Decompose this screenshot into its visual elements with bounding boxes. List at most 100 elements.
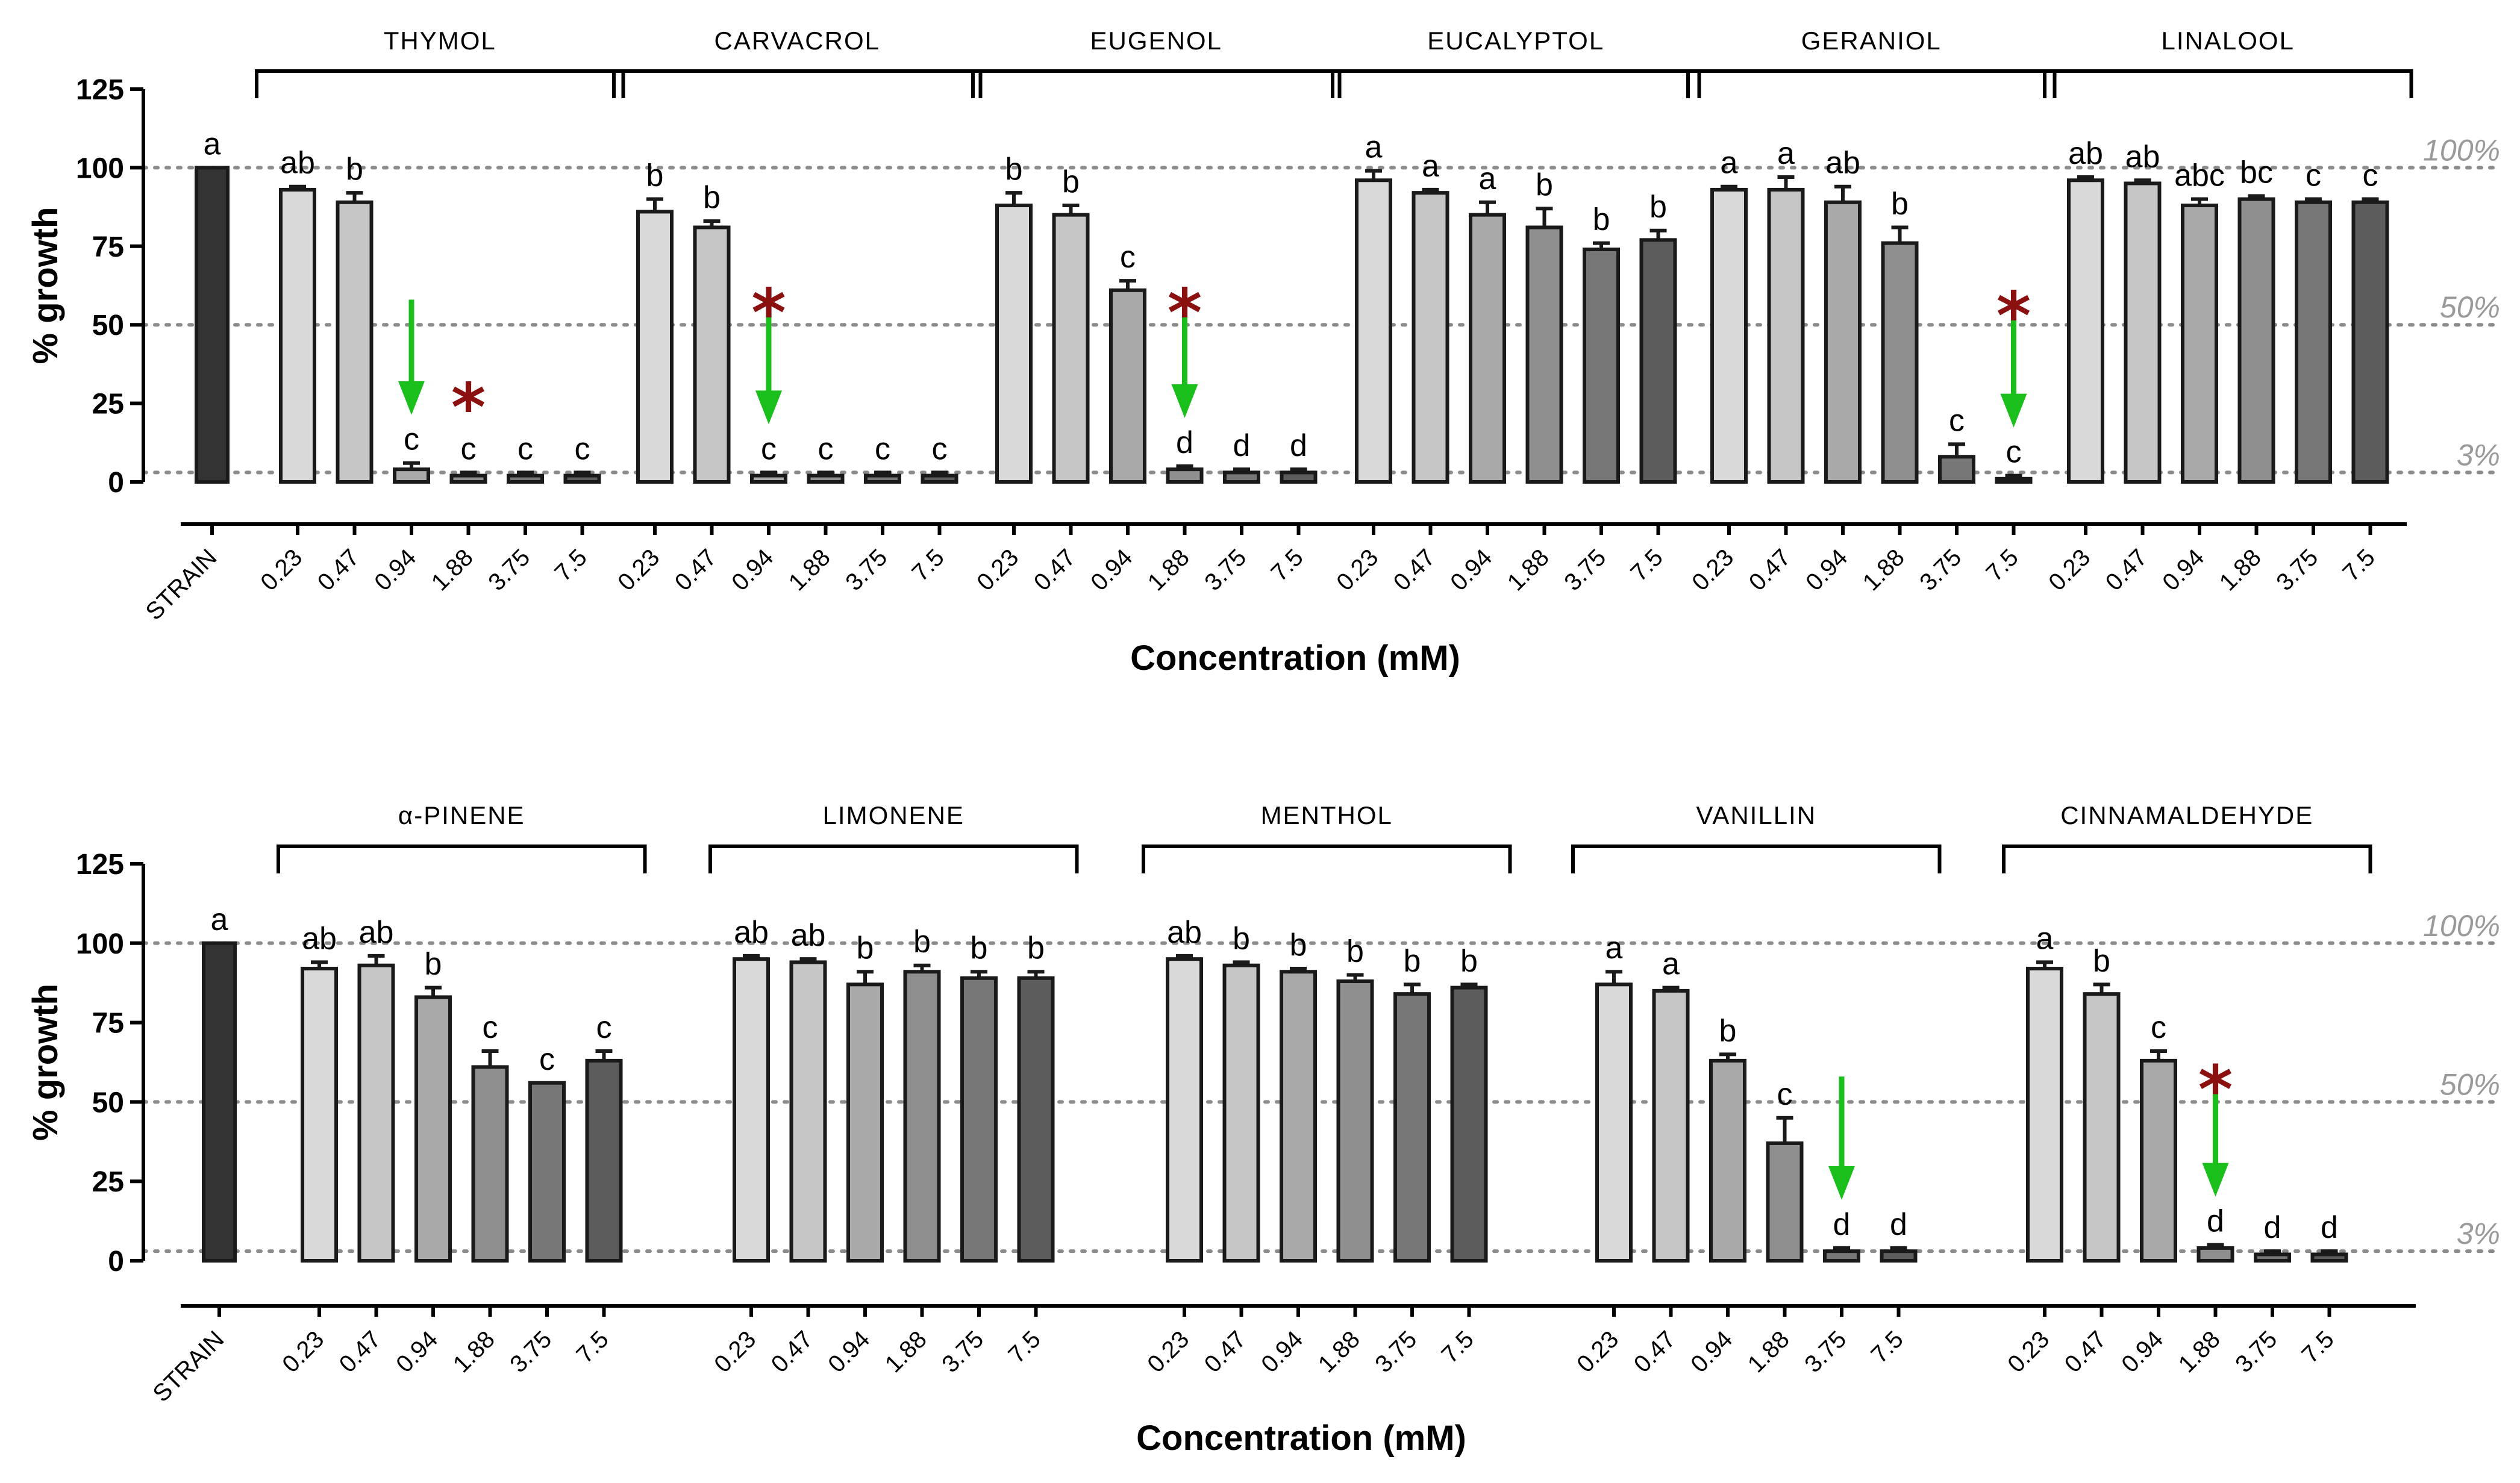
x-tick-label: 0.47: [1199, 1326, 1251, 1378]
x-tick-label: 3.75: [937, 1326, 989, 1378]
significance-letter: b: [1346, 934, 1364, 969]
threshold-arrow-head: [1171, 384, 1198, 418]
bar: [471, 1065, 509, 1263]
x-tick-label: 7.5: [907, 544, 949, 586]
x-tick-label: 1.88: [784, 544, 836, 596]
group-label: EUCALYPTOL: [1427, 27, 1604, 55]
group-label: CARVACROL: [714, 27, 880, 55]
bar: [585, 1058, 623, 1263]
bar: [733, 957, 770, 1263]
x-tick-label: 7.5: [1981, 544, 2023, 586]
significance-letter: c: [461, 431, 477, 466]
threshold-arrow-head: [1828, 1166, 1855, 1200]
x-tick-label: 1.88: [2215, 544, 2266, 596]
significance-letter: ab: [280, 146, 315, 181]
group-bracket: [708, 845, 1079, 873]
x-tick-label: 0.23: [613, 544, 664, 596]
significance-letter: abc: [2174, 158, 2225, 193]
x-tick-label: 0.47: [2060, 1326, 2112, 1378]
bar: [2295, 200, 2332, 484]
x-tick-label: 0.94: [1686, 1326, 1737, 1378]
significance-letter: c: [2363, 158, 2378, 193]
x-tick-label: 0.47: [1029, 544, 1081, 596]
y-tick-label: 100: [76, 152, 124, 184]
significance-asterisk: *: [1996, 278, 2031, 355]
x-tick-label: 7.5: [1266, 544, 1308, 586]
significance-letter: d: [2321, 1210, 2338, 1245]
significance-asterisk: *: [1168, 274, 1202, 351]
x-tick-label: 0.23: [1572, 1326, 1624, 1378]
x-tick-label: 0.23: [255, 544, 307, 596]
group-bracket: [1142, 845, 1512, 873]
significance-letter: b: [646, 158, 664, 193]
x-tick-label: STRAIN: [148, 1326, 230, 1407]
significance-letter: d: [2264, 1210, 2281, 1245]
x-tick-label: 7.5: [549, 544, 592, 586]
threshold-arrow-head: [2000, 393, 2027, 428]
y-tick-label: 25: [92, 389, 124, 420]
group-label: THYMOL: [384, 27, 496, 55]
bar: [1412, 191, 1449, 484]
x-tick-label: 0.94: [1801, 544, 1852, 596]
significance-letter: d: [1233, 428, 1251, 463]
x-tick-label: 7.5: [1866, 1326, 1908, 1368]
reference-line-label: 3%: [2457, 438, 2500, 472]
significance-letter: c: [483, 1010, 498, 1045]
y-tick-label: 50: [92, 310, 124, 342]
x-tick-label: STRAIN: [141, 544, 222, 625]
x-tick-label: 1.88: [1313, 1326, 1365, 1378]
bar: [2026, 966, 2063, 1263]
x-tick-label: 1.88: [880, 1326, 932, 1378]
significance-letter: ab: [2125, 139, 2160, 174]
x-tick-label: 0.94: [391, 1326, 443, 1378]
significance-asterisk: *: [451, 369, 486, 446]
significance-letter: c: [539, 1042, 555, 1077]
bar: [2067, 178, 2104, 484]
significance-letter: b: [1027, 931, 1045, 966]
significance-letter: c: [2151, 1010, 2166, 1045]
bar: [1767, 187, 1805, 484]
bar: [507, 473, 544, 484]
bar: [1652, 988, 1690, 1263]
bar: [750, 473, 787, 484]
group-label: VANILLIN: [1696, 801, 1816, 829]
bar: [2254, 1252, 2291, 1263]
group-bracket: [971, 69, 1342, 98]
significance-letter: b: [425, 947, 442, 982]
significance-asterisk: *: [751, 274, 786, 351]
group-bracket: [255, 69, 625, 98]
bar: [1355, 178, 1392, 484]
significance-letter: a: [1662, 947, 1680, 982]
bar: [357, 963, 395, 1263]
x-tick-label: 3.75: [2230, 1326, 2282, 1378]
bar: [1017, 976, 1055, 1263]
x-tick-label: 0.47: [766, 1326, 818, 1378]
bar: [1280, 470, 1318, 484]
bar: [807, 473, 845, 484]
bar: [2181, 203, 2218, 484]
x-tick-label: 0.94: [1086, 544, 1137, 596]
x-tick-label: 3.75: [1915, 544, 1966, 596]
bar: [1109, 288, 1146, 484]
significance-letter: d: [1890, 1207, 1907, 1242]
x-tick-label: 0.94: [369, 544, 421, 596]
x-tick-label: 3.75: [1199, 544, 1251, 596]
bar: [2140, 1058, 2177, 1263]
bar: [1595, 982, 1633, 1263]
reference-line-label: 100%: [2423, 909, 2500, 943]
significance-letter: b: [1536, 167, 1553, 202]
bar: [1336, 979, 1374, 1263]
x-tick-label: 0.94: [2157, 544, 2209, 596]
bar: [1222, 963, 1260, 1263]
bar: [2083, 992, 2121, 1263]
bar: [960, 976, 998, 1263]
x-tick-label: 0.23: [1331, 544, 1383, 596]
bar: [1824, 200, 1862, 484]
significance-letter: c: [1120, 240, 1136, 275]
significance-letter: d: [2207, 1204, 2224, 1239]
y-tick-label: 75: [92, 1008, 124, 1040]
bar: [393, 467, 430, 484]
bar: [1709, 1058, 1746, 1263]
reference-line-label: 50%: [2440, 1067, 2500, 1101]
significance-letter: d: [1290, 428, 1307, 463]
